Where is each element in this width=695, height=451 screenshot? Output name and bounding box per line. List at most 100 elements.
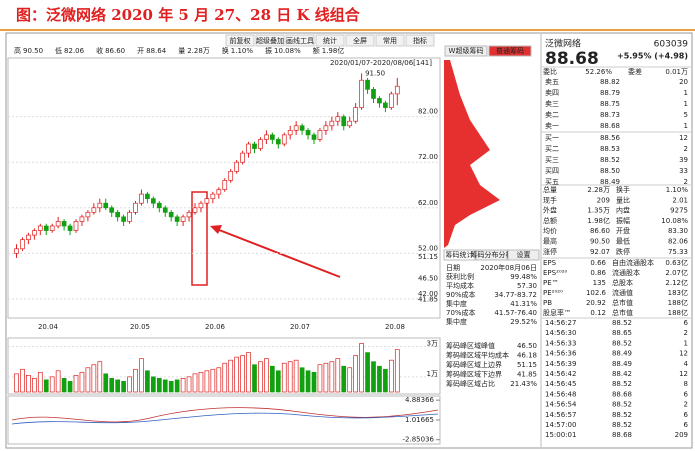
quote-label: 振	[265, 46, 272, 55]
info-value: 2.28万	[587, 186, 610, 194]
volume-bar	[55, 370, 61, 393]
candle-body	[37, 225, 43, 231]
window	[5, 32, 693, 449]
toolbar-button[interactable]	[315, 34, 345, 47]
quote-label: 量	[178, 47, 185, 55]
x-tick-label: 20.06	[205, 323, 226, 331]
chip-tab-label: W超级筹码	[449, 46, 484, 55]
tick-time: 14:56:36	[545, 350, 577, 358]
info-value: 0.86	[590, 269, 606, 277]
stats-tab[interactable]	[475, 249, 508, 261]
info-label: 总股本	[612, 278, 633, 287]
chip-tab[interactable]	[488, 45, 532, 57]
toolbar-button[interactable]	[255, 34, 285, 47]
stats-tab[interactable]	[443, 249, 476, 261]
side-label: 46.50	[418, 274, 438, 282]
info-label: 振幅	[616, 216, 630, 225]
stats-value: 41.31%	[510, 300, 537, 308]
info-value: 0.12	[590, 309, 606, 317]
toolbar-button[interactable]	[405, 34, 435, 47]
stats-tab-label: 筹码分布分析	[471, 250, 513, 259]
y-tick-label: 4.88366	[405, 396, 434, 404]
volume-bar	[192, 373, 198, 393]
quote-value: 88.64	[146, 47, 167, 55]
candle-body	[26, 234, 31, 241]
info-value: 82.06	[668, 238, 689, 246]
tick-price: 88.42	[612, 370, 632, 378]
chip-tab[interactable]	[444, 45, 488, 57]
toolbar-button[interactable]	[285, 34, 315, 47]
volume-bar	[240, 355, 245, 393]
quote-label: 开	[137, 47, 144, 55]
info-label: 量比	[616, 195, 630, 204]
info-value: 83.30	[668, 227, 688, 235]
stats-value: 34.77-83.72	[494, 291, 537, 299]
candle-body	[180, 216, 186, 222]
candle-body	[323, 125, 329, 131]
arrow-head	[210, 225, 222, 234]
volume-bar	[97, 361, 103, 393]
tick-qty: 8	[684, 380, 688, 388]
book-qty: 20	[679, 78, 688, 86]
candle-body	[228, 170, 234, 181]
high-label: 91.50	[365, 69, 385, 77]
candle-body	[353, 107, 358, 122]
quote-value: 1.98亿	[322, 46, 345, 55]
candle-body	[264, 134, 269, 140]
tick-time: 14:56:42	[545, 370, 576, 378]
info-label: 外盘	[543, 206, 557, 215]
candle-body	[133, 202, 138, 213]
quote-value: 10.08%	[274, 47, 301, 55]
volume-bar	[299, 367, 305, 393]
quote-value: 86.60	[105, 47, 125, 55]
tick-price: 88.49	[612, 360, 632, 368]
stats-value: 51.15	[517, 361, 537, 369]
stats-value: 21.43%	[510, 380, 537, 388]
book-price: 88.56	[600, 134, 621, 142]
volume-bar	[252, 364, 257, 393]
volume-bar	[145, 370, 150, 393]
candle-body	[162, 207, 168, 213]
info-value: 188亿	[668, 308, 688, 317]
candle-body	[394, 85, 400, 95]
candle-body	[103, 202, 109, 209]
quote-label: 低	[55, 46, 62, 55]
tick-time: 14:56:54	[545, 401, 577, 409]
stats-value: 46.18	[517, 352, 537, 360]
candle-body	[192, 207, 198, 213]
volume-frame	[7, 337, 441, 395]
stats-tab[interactable]	[507, 249, 540, 261]
title: 图：泛微网络 2020 年 5 月 27、28 日 K 线组合	[16, 6, 361, 24]
volume-bar	[109, 378, 115, 393]
toolbar-button[interactable]	[345, 34, 375, 47]
book-label: 卖五	[545, 78, 559, 86]
quote-value: 82.06	[64, 47, 85, 55]
volume-bar	[151, 376, 156, 393]
tick-qty: 209	[675, 431, 688, 439]
book-price: 88.49	[600, 178, 620, 186]
toolbar-button[interactable]	[225, 34, 255, 47]
tick-price: 88.65	[612, 329, 632, 337]
candle-body	[20, 239, 25, 250]
info-label: 开盘	[616, 226, 630, 235]
stats-label: 筹码峰区域占比	[446, 379, 495, 388]
info-label: 换手	[616, 185, 630, 194]
candle-body	[371, 88, 376, 99]
candle-body	[329, 120, 335, 127]
book-qty: 1	[684, 122, 688, 130]
volume-bar	[139, 358, 144, 393]
tick-time: 14:56:30	[545, 329, 576, 337]
tick-price: 88.68	[612, 390, 632, 398]
info-label: 总市值	[612, 298, 633, 307]
volume-bar	[305, 370, 311, 393]
candle-body	[121, 216, 126, 222]
toolbar-button[interactable]	[375, 34, 405, 47]
volume-bar	[14, 373, 19, 393]
y-tick-label: 72.00	[418, 153, 438, 161]
candle-body	[305, 129, 311, 136]
book-label: 卖三	[545, 100, 559, 108]
tick-time: 14:56:57	[545, 411, 576, 419]
stats-value: 99.48%	[510, 273, 537, 281]
candle-body	[14, 248, 19, 254]
